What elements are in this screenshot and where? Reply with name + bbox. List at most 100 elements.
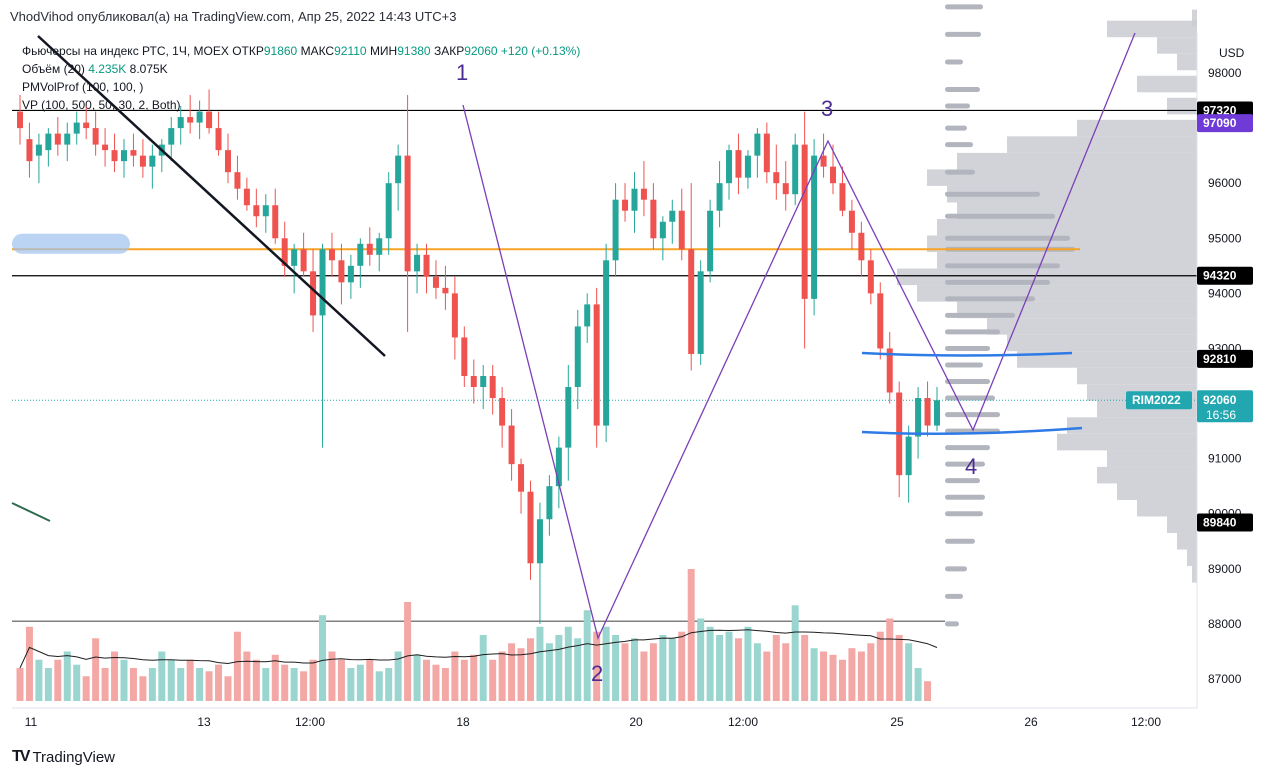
candle-up xyxy=(811,155,818,299)
volume-bar xyxy=(649,643,657,701)
candle-down xyxy=(461,337,468,376)
candle-down xyxy=(215,128,222,151)
candle-up xyxy=(196,111,203,123)
volume-bar xyxy=(545,643,553,701)
volume-bar xyxy=(734,638,742,701)
volume-bar xyxy=(772,635,780,701)
pm-profile-bar xyxy=(945,263,1060,269)
volume-bar xyxy=(385,668,393,701)
volume-bar xyxy=(167,659,175,701)
candle-up xyxy=(480,376,487,388)
volume-bar xyxy=(309,659,317,701)
pm-profile-bar xyxy=(945,31,981,37)
volume-bar xyxy=(148,668,156,701)
volume-profile-row xyxy=(1192,9,1197,27)
time-tick: 25 xyxy=(890,715,904,729)
volume-bar xyxy=(479,635,487,701)
currency-label[interactable]: USD xyxy=(1219,46,1245,60)
price-label-97090-bg xyxy=(1197,114,1253,133)
candle-up xyxy=(262,205,269,217)
pattern-label-1[interactable]: 1 xyxy=(456,60,468,85)
volume-bar xyxy=(914,668,922,701)
pm-profile-bar xyxy=(945,345,990,351)
candle-up xyxy=(915,398,922,437)
volume-bar xyxy=(196,668,204,701)
current-price-label: 92060 xyxy=(1203,393,1237,407)
channel-lower[interactable] xyxy=(861,426,1083,436)
candle-up xyxy=(707,210,714,272)
highlight-band[interactable] xyxy=(12,233,130,254)
pattern-label-3[interactable]: 3 xyxy=(821,96,833,121)
volume-bar xyxy=(139,676,147,701)
legend-open-value: 91860 xyxy=(263,44,298,58)
pm-profile-bar xyxy=(945,621,959,627)
candle-down xyxy=(272,205,279,239)
volume-bar xyxy=(63,651,71,701)
candle-up xyxy=(726,150,733,184)
pm-profile-bar xyxy=(945,279,1050,285)
pm-profile-bar xyxy=(945,494,985,500)
candle-up xyxy=(603,260,610,426)
volume-bar xyxy=(366,659,374,701)
candle-down xyxy=(206,111,213,129)
price-tick: 95000 xyxy=(1208,231,1242,245)
volume-bar xyxy=(337,659,345,701)
price-tick: 91000 xyxy=(1208,452,1242,466)
volume-bar xyxy=(593,631,601,701)
volume-bar xyxy=(555,635,563,701)
volume-bars xyxy=(16,569,938,701)
pm-profile-bar xyxy=(945,103,970,109)
volume-bar xyxy=(820,651,828,701)
candle-down xyxy=(423,254,430,277)
tradingview-logo-icon: TV xyxy=(12,748,31,765)
legend-pmvolprof-row[interactable]: PMVolProf (100, 100, ) xyxy=(22,78,580,96)
trend-line-green[interactable] xyxy=(11,502,51,522)
legend-volume-row[interactable]: Объём (20) 4.235K 8.075K xyxy=(22,60,580,78)
time-tick: 20 xyxy=(629,715,643,729)
volume-profile-row xyxy=(1077,119,1197,137)
volume-profile-row xyxy=(927,169,1197,186)
price-axis[interactable]: USD 980009600095000940009300091000900008… xyxy=(12,33,1245,709)
candle-down xyxy=(253,205,260,217)
candle-down xyxy=(432,276,439,288)
volume-profile-row xyxy=(1007,136,1197,153)
legend-ohlc-row[interactable]: Фьючерсы на индекс РТС, 1Ч, MOEX ОТКР918… xyxy=(22,42,580,60)
price-label-97320: 97320 xyxy=(1203,103,1237,117)
candle-up xyxy=(905,436,912,476)
candle-down xyxy=(782,183,789,195)
candle-down xyxy=(489,376,496,399)
candle-up xyxy=(357,243,364,266)
pattern-label-4[interactable]: 4 xyxy=(965,454,977,479)
legend-high-label: МАКС xyxy=(300,44,335,58)
volume-bar xyxy=(432,664,440,701)
legend-vp: VP (100, 500, 50, 30, 2, Both) xyxy=(22,98,181,112)
volume-bar xyxy=(92,638,100,701)
tradingview-logo[interactable]: TV TradingView xyxy=(12,748,115,766)
volume-bar xyxy=(697,618,705,701)
time-axis[interactable]: 11 13 12:00 18 20 12:00 25 26 12:00 xyxy=(25,715,1162,729)
volume-bar xyxy=(394,651,402,701)
pm-profile-bar xyxy=(945,169,975,175)
legend-vp-row[interactable]: VP (100, 500, 50, 30, 2, Both) xyxy=(22,96,580,114)
volume-profile-row xyxy=(1192,566,1197,583)
candle-up xyxy=(376,238,383,255)
candle-up xyxy=(716,183,723,211)
candle-down xyxy=(243,188,250,206)
pattern-label-2[interactable]: 2 xyxy=(591,661,603,686)
candle-down xyxy=(338,260,345,283)
candle-down xyxy=(650,199,657,239)
time-tick: 18 xyxy=(456,715,470,729)
volume-profile-row xyxy=(1167,516,1197,534)
channel-upper[interactable] xyxy=(861,351,1073,357)
pattern-zigzag[interactable] xyxy=(462,32,1136,640)
price-label-94320-bg xyxy=(1197,266,1253,285)
candle-up xyxy=(555,447,562,487)
volume-bar xyxy=(895,635,903,701)
trend-line[interactable] xyxy=(37,35,386,357)
candle-up xyxy=(149,155,156,167)
drawings[interactable]: 1 2 3 4 xyxy=(11,32,1136,686)
volume-bar xyxy=(404,602,412,701)
volume-bar xyxy=(252,659,260,701)
